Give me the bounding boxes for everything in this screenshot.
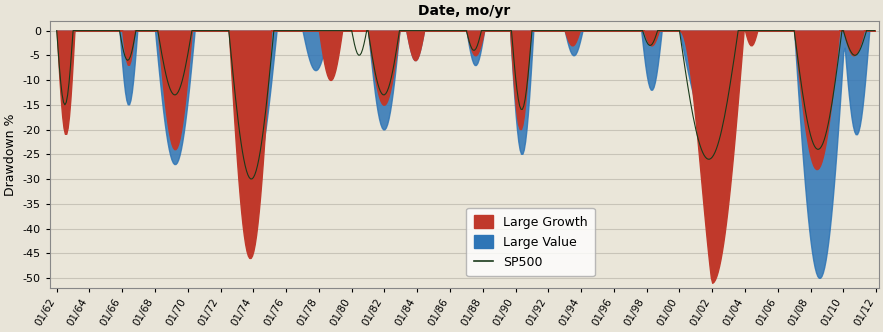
Title: Date, mo/yr: Date, mo/yr <box>419 4 510 18</box>
Legend: Large Growth, Large Value, SP500: Large Growth, Large Value, SP500 <box>466 208 595 276</box>
Y-axis label: Drawdown %: Drawdown % <box>4 113 17 196</box>
